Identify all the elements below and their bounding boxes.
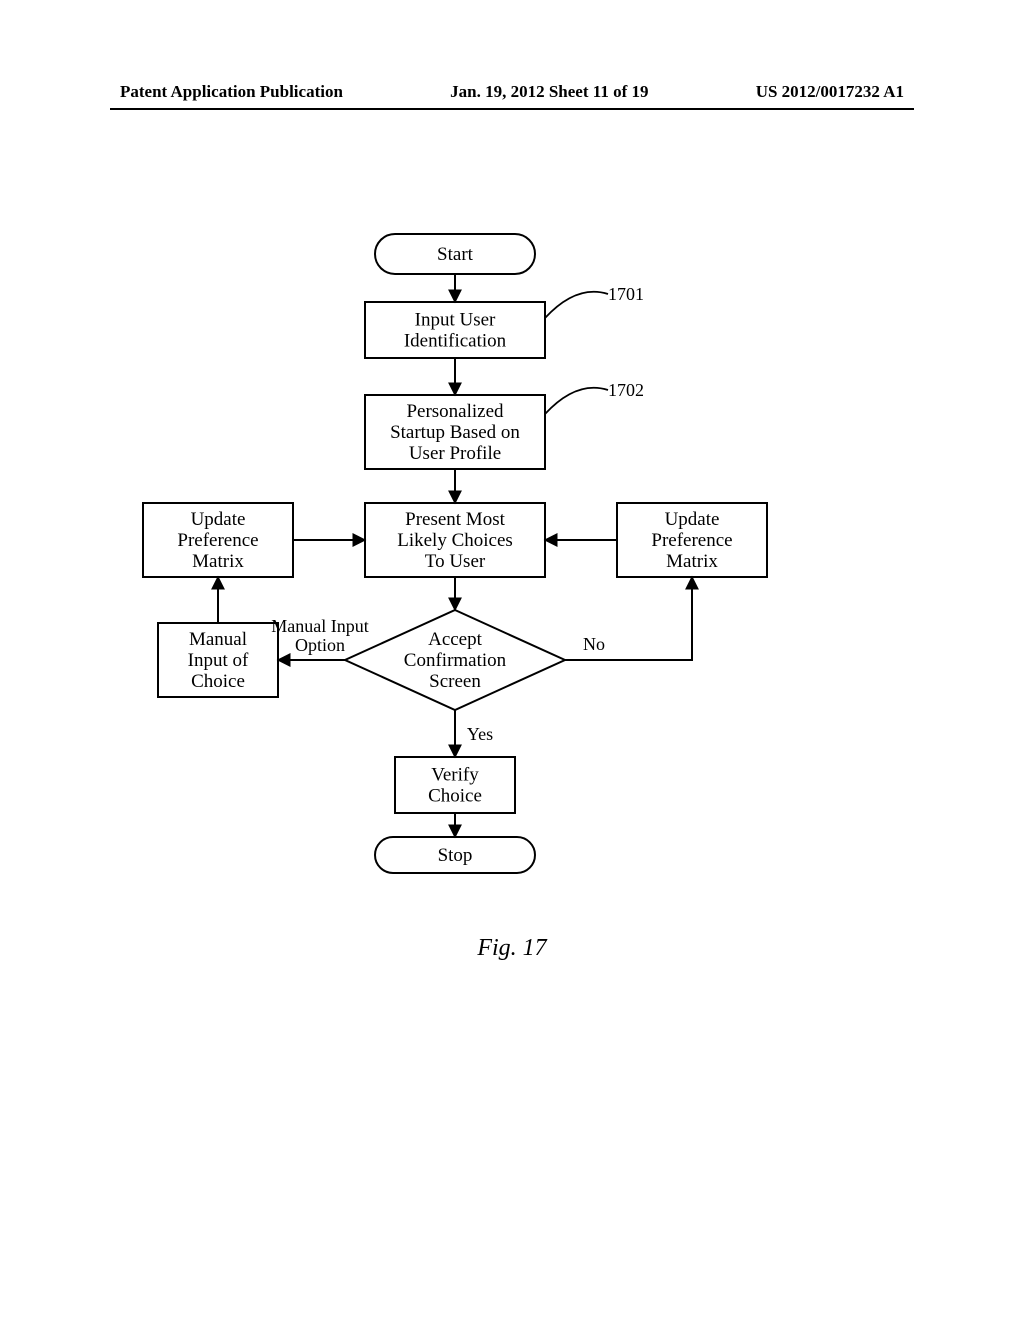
svg-text:Preference: Preference	[651, 530, 732, 551]
svg-text:Input User: Input User	[415, 310, 496, 331]
svg-text:Likely Choices: Likely Choices	[397, 530, 513, 551]
svg-text:Startup Based on: Startup Based on	[390, 422, 520, 443]
edge-label-6: Option	[295, 635, 345, 655]
ref-leader-1701	[545, 292, 608, 318]
svg-text:Stop: Stop	[438, 845, 473, 866]
svg-text:Preference: Preference	[177, 530, 258, 551]
svg-text:Personalized: Personalized	[406, 401, 504, 422]
svg-text:Accept: Accept	[428, 629, 483, 650]
page: Patent Application Publication Jan. 19, …	[0, 0, 1024, 1320]
edge-label-6: Manual Input	[271, 616, 368, 636]
edge-label-9: Yes	[467, 724, 493, 744]
edge-label-8: No	[583, 634, 605, 654]
svg-text:Choice: Choice	[191, 671, 245, 692]
svg-text:Start: Start	[437, 244, 474, 265]
svg-text:Present Most: Present Most	[405, 509, 505, 530]
ref-label-1701: 1701	[608, 284, 644, 304]
svg-text:Update: Update	[665, 509, 720, 530]
flowchart: Start Input UserIdentification Personalize…	[0, 0, 1024, 1000]
svg-text:Update: Update	[191, 509, 246, 530]
svg-text:Matrix: Matrix	[192, 551, 244, 572]
svg-text:Input of: Input of	[188, 650, 249, 671]
ref-leader-1702	[545, 388, 608, 414]
svg-text:Verify: Verify	[431, 765, 479, 786]
ref-label-1702: 1702	[608, 380, 644, 400]
figure-caption: Fig. 17	[0, 935, 1024, 962]
svg-text:Choice: Choice	[428, 786, 482, 807]
svg-text:Screen: Screen	[429, 671, 481, 692]
svg-text:Matrix: Matrix	[666, 551, 718, 572]
svg-text:User Profile: User Profile	[409, 443, 501, 464]
svg-text:To User: To User	[425, 551, 486, 572]
svg-text:Manual: Manual	[189, 629, 247, 650]
svg-text:Confirmation: Confirmation	[404, 650, 507, 671]
svg-text:Identification: Identification	[404, 331, 507, 352]
